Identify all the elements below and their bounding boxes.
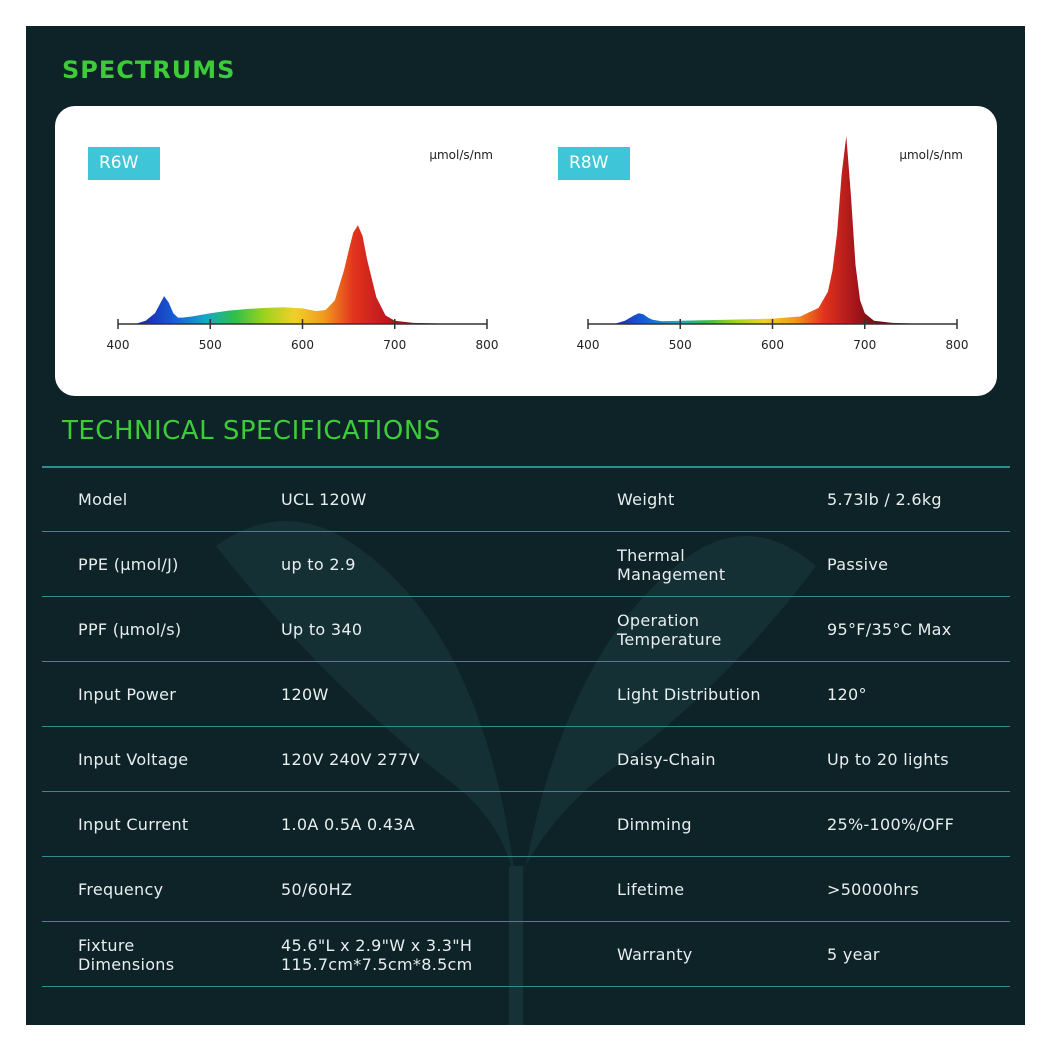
- x-tick-label: 800: [946, 338, 969, 352]
- x-tick-label: 400: [577, 338, 600, 352]
- spec-value: Passive: [827, 555, 889, 574]
- spec-value: 50/60HZ: [281, 880, 353, 899]
- spec-label: Warranty: [617, 945, 693, 964]
- table-row: Model UCL 120W Weight 5.73lb / 2.6kg: [42, 467, 1010, 532]
- x-tick-label: 500: [669, 338, 692, 352]
- x-tick-label: 400: [107, 338, 130, 352]
- chart-title-badge: R8W: [558, 147, 630, 180]
- spec-label: Operation Temperature: [617, 610, 722, 649]
- table-row: Input Power 120W Light Distribution 120°: [42, 662, 1010, 727]
- table-row: Frequency 50/60HZ Lifetime >50000hrs: [42, 857, 1010, 922]
- spec-label: Fixture Dimensions: [78, 935, 175, 974]
- spec-label: Lifetime: [617, 880, 685, 899]
- leaf-watermark-icon: [216, 521, 816, 1025]
- spectrum-charts-card: R6W μmol/s/nm 400 500 600 700 800 R8W μmol/s…: [55, 106, 997, 396]
- table-row: Fixture Dimensions 45.6"L x 2.9"W x 3.3"H…: [42, 922, 1010, 987]
- spectrum-area: [118, 225, 487, 324]
- spec-value: >50000hrs: [827, 880, 920, 899]
- x-tick-label: 800: [476, 338, 499, 352]
- spec-label: Input Power: [78, 685, 177, 704]
- x-tick-label: 700: [853, 338, 876, 352]
- spec-label: Input Voltage: [78, 750, 189, 769]
- table-top-divider: [42, 466, 1010, 468]
- spec-value: Up to 20 lights: [827, 750, 949, 769]
- y-unit-label: μmol/s/nm: [429, 148, 493, 162]
- spec-value: 95°F/35°C Max: [827, 620, 952, 639]
- spectrum-area: [588, 136, 957, 324]
- spec-label: Dimming: [617, 815, 692, 834]
- table-row: Input Voltage 120V 240V 277V Daisy-Chain Up…: [42, 727, 1010, 792]
- spec-label: Frequency: [78, 880, 164, 899]
- table-row: PPF (μmol/s) Up to 340 Operation Temperatu…: [42, 597, 1010, 662]
- spec-value: 45.6"L x 2.9"W x 3.3"H 115.7cm*7.5cm*8.5…: [281, 935, 473, 974]
- spec-value: 25%-100%/OFF: [827, 815, 955, 834]
- spec-label: Thermal Management: [617, 545, 726, 584]
- spec-label: PPE (μmol/J): [78, 555, 179, 574]
- y-unit-label: μmol/s/nm: [899, 148, 963, 162]
- spec-value: 120V 240V 277V: [281, 750, 420, 769]
- spec-sheet-panel: SPECTRUMS R6W μmol/s/nm 400 500 600 700 800 …: [26, 26, 1025, 1025]
- table-row: Input Current 1.0A 0.5A 0.43A Dimming 25%-1…: [42, 792, 1010, 857]
- chart-title-badge: R6W: [88, 147, 160, 180]
- r8w-spectrum-plot: 400 500 600 700 800: [577, 136, 969, 352]
- spec-label: Weight: [617, 490, 675, 509]
- spec-value: up to 2.9: [281, 555, 356, 574]
- spec-value: 5 year: [827, 945, 880, 964]
- x-tick-label: 600: [291, 338, 314, 352]
- spec-label: PPF (μmol/s): [78, 620, 182, 639]
- spec-value: 120°: [827, 685, 867, 704]
- spec-value: Up to 340: [281, 620, 363, 639]
- spec-value: UCL 120W: [281, 490, 367, 509]
- x-tick-label: 700: [383, 338, 406, 352]
- x-tick-label: 600: [761, 338, 784, 352]
- spec-label: Daisy-Chain: [617, 750, 716, 769]
- spec-value: 120W: [281, 685, 329, 704]
- x-tick-label: 500: [199, 338, 222, 352]
- spectrums-heading: SPECTRUMS: [62, 56, 236, 84]
- spec-label: Input Current: [78, 815, 189, 834]
- r6w-spectrum-chart: R6W μmol/s/nm 400 500 600 700 800: [55, 106, 525, 396]
- table-row: PPE (μmol/J) up to 2.9 Thermal Management P…: [42, 532, 1010, 597]
- spec-label: Light Distribution: [617, 685, 761, 704]
- technical-specifications-heading: TECHNICAL SPECIFICATIONS: [62, 416, 441, 446]
- spec-value: 5.73lb / 2.6kg: [827, 490, 942, 509]
- spec-value: 1.0A 0.5A 0.43A: [281, 815, 416, 834]
- spec-table: Model UCL 120W Weight 5.73lb / 2.6kg PPE (μm…: [42, 467, 1010, 987]
- spec-label: Model: [78, 490, 128, 509]
- r8w-spectrum-chart: R8W μmol/s/nm 400 500 600 700 800: [525, 106, 995, 396]
- r6w-spectrum-plot: 400 500 600 700 800: [107, 225, 499, 352]
